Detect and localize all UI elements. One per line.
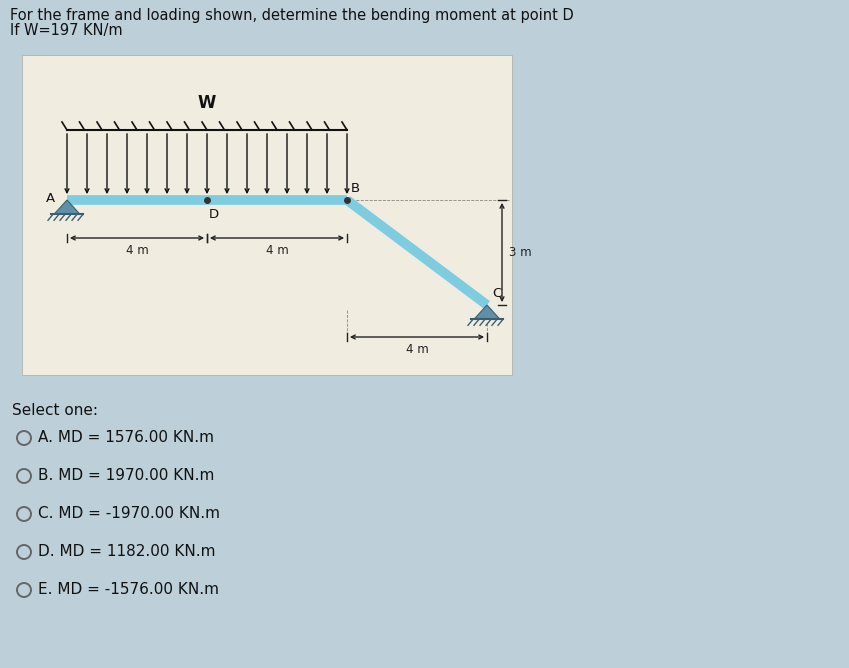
Polygon shape <box>54 200 80 214</box>
Text: Select one:: Select one: <box>12 403 98 418</box>
Text: D: D <box>209 208 219 221</box>
Text: C: C <box>492 287 501 300</box>
Text: B. MD = 1970.00 KN.m: B. MD = 1970.00 KN.m <box>38 468 215 484</box>
Text: For the frame and loading shown, determine the bending moment at point D: For the frame and loading shown, determi… <box>10 8 574 23</box>
Text: 4 m: 4 m <box>406 343 429 356</box>
Text: D. MD = 1182.00 KN.m: D. MD = 1182.00 KN.m <box>38 544 216 560</box>
Text: 3 m: 3 m <box>509 246 531 259</box>
Text: A: A <box>46 192 55 206</box>
Text: 4 m: 4 m <box>126 244 149 257</box>
Polygon shape <box>474 305 500 319</box>
Text: E. MD = -1576.00 KN.m: E. MD = -1576.00 KN.m <box>38 582 219 597</box>
Text: B: B <box>351 182 360 195</box>
Text: A. MD = 1576.00 KN.m: A. MD = 1576.00 KN.m <box>38 430 214 446</box>
Text: C. MD = -1970.00 KN.m: C. MD = -1970.00 KN.m <box>38 506 220 522</box>
Text: W: W <box>198 94 216 112</box>
Text: 4 m: 4 m <box>266 244 289 257</box>
Text: If W=197 KN/m: If W=197 KN/m <box>10 23 122 38</box>
FancyBboxPatch shape <box>22 55 512 375</box>
